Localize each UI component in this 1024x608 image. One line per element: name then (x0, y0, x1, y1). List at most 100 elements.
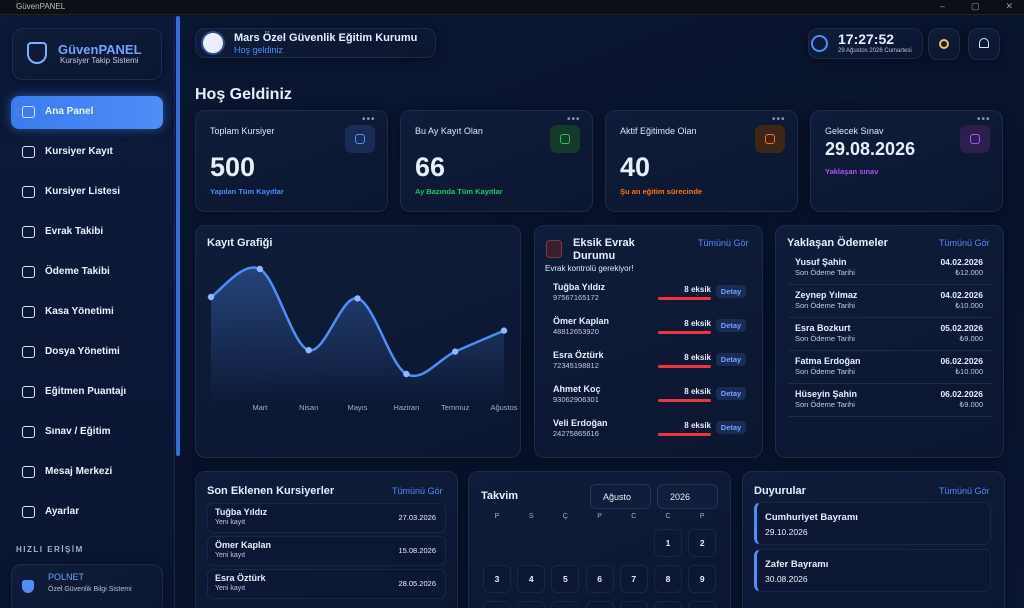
nav-item[interactable]: Evrak Takibi (45, 226, 104, 237)
payment-date: 04.02.2026 (940, 290, 983, 300)
point (256, 265, 264, 273)
payment-label: Son Ödeme Tarihi (795, 301, 855, 310)
payment-row (788, 320, 993, 351)
doc-button[interactable]: Detay (716, 421, 746, 434)
doc-id: 97567165172 (553, 293, 599, 302)
nav-item[interactable]: Sınav / Eğitim (45, 426, 111, 437)
month-select[interactable]: Ağusto (590, 484, 651, 509)
payment-label: Son Ödeme Tarihi (795, 367, 855, 376)
recent-row (207, 569, 446, 599)
nav-item[interactable]: Ana Panel (45, 106, 94, 117)
quick-title[interactable]: POLNET (48, 572, 85, 582)
day-cell[interactable]: 3 (483, 565, 511, 593)
stat-value: 40 (620, 152, 651, 182)
x-tick-label: Mart (252, 403, 268, 412)
nav-icon (22, 146, 35, 158)
nav-active-bg (11, 96, 163, 129)
stat-label: Gelecek Sınav (825, 126, 884, 136)
stat-icon (550, 125, 580, 153)
nav-item[interactable]: Kursiyer Kayıt (45, 146, 113, 157)
day-cell[interactable]: 14 (619, 601, 648, 608)
nav-icon (22, 186, 35, 198)
doc-name: Esra Öztürk (553, 350, 604, 360)
recent-link[interactable]: Tümünü Gör (392, 486, 443, 496)
day-cell[interactable]: 1 (654, 529, 682, 557)
greeting: Hoş geldiniz (234, 45, 284, 55)
doc-status: 8 eksik (684, 387, 711, 396)
stat-note: Şu an eğitim sürecinde (620, 187, 703, 196)
announcements-link[interactable]: Tümünü Gör (939, 486, 990, 496)
day-cell[interactable]: 13 (585, 601, 614, 608)
nav-item[interactable]: Ödeme Takibi (45, 266, 110, 277)
recent-name: Tuğba Yıldız (215, 507, 268, 517)
day-cell[interactable]: 6 (585, 565, 614, 593)
doc-bar (658, 331, 711, 334)
year-select[interactable]: 2026 (657, 484, 718, 509)
doc-button[interactable]: Detay (716, 387, 746, 400)
x-tick-label: Ağustos (490, 403, 517, 412)
window-title: GüvenPANEL (16, 2, 66, 11)
stat-menu: ••• (977, 114, 991, 125)
nav-item[interactable]: Mesaj Merkezi (45, 466, 113, 477)
nav-icon (22, 106, 35, 118)
doc-id: 24275865616 (553, 429, 599, 438)
stat-menu: ••• (772, 114, 786, 125)
brand-subtitle: Kursiyer Takip Sistemi (60, 56, 139, 65)
recent-name: Esra Öztürk (215, 573, 266, 583)
day-cell[interactable]: 5 (551, 565, 580, 593)
day-cell[interactable]: 7 (619, 565, 648, 593)
day-cell[interactable]: 9 (688, 565, 717, 593)
doc-status: 8 eksik (684, 285, 711, 294)
nav-icon (22, 226, 35, 238)
recent-note: Yeni kayıt (215, 552, 246, 559)
day-cell[interactable]: 15 (654, 601, 682, 608)
recent-date: 27.03.2026 (398, 513, 436, 522)
weekday: C (665, 513, 671, 520)
payment-amount: ₺10.000 (955, 301, 983, 310)
org-name: Mars Özel Güvenlik Eğitim Kurumu (234, 32, 418, 44)
payment-date: 06.02.2026 (940, 389, 983, 399)
nav-item[interactable]: Kursiyer Listesi (45, 186, 121, 197)
nav-item[interactable]: Ayarlar (45, 506, 80, 517)
chart-title: Kayıt Grafiği (207, 237, 273, 249)
weekday: C (631, 513, 637, 520)
x-tick-label: Temmuz (441, 403, 470, 412)
window-controls[interactable]: –▢✕ (940, 1, 1013, 11)
doc-name: Veli Erdoğan (553, 418, 608, 428)
nav-icon (22, 426, 35, 438)
stat-icon (345, 125, 375, 153)
day-cell[interactable]: 11 (517, 601, 546, 608)
missing-link[interactable]: Tümünü Gör (698, 238, 749, 248)
page-title: Hoş Geldiniz (195, 86, 292, 103)
nav-item[interactable]: Eğitmen Puantajı (45, 386, 127, 397)
nav-item[interactable]: Dosya Yönetimi (45, 346, 120, 357)
nav-icon (22, 306, 35, 318)
stat-label: Toplam Kursiyer (210, 126, 275, 136)
scrollbar[interactable] (176, 16, 180, 456)
day-cell[interactable]: 8 (654, 565, 682, 593)
stat-icon-glyph (355, 134, 365, 144)
point (305, 347, 312, 354)
brand-name: GüvenPANEL (58, 42, 142, 57)
doc-bar (658, 433, 711, 436)
payment-name: Esra Bozkurt (795, 323, 851, 333)
bell-icon (979, 38, 989, 48)
doc-button[interactable]: Detay (716, 285, 746, 298)
day-cell[interactable]: 10 (483, 601, 511, 608)
stat-label: Bu Ay Kayıt Olan (415, 126, 483, 136)
day-cell[interactable]: 2 (688, 529, 717, 557)
day-cell[interactable]: 16 (688, 601, 717, 608)
day-cell[interactable]: 12 (551, 601, 580, 608)
stat-menu: ••• (362, 114, 376, 125)
doc-button[interactable]: Detay (716, 319, 746, 332)
quick-card (11, 564, 163, 608)
payments-link[interactable]: Tümünü Gör (939, 238, 990, 248)
nav-item[interactable]: Kasa Yönetimi (45, 306, 114, 317)
recent-row (207, 503, 446, 533)
doc-status: 8 eksik (684, 319, 711, 328)
recent-row (207, 536, 446, 566)
day-cell[interactable]: 4 (517, 565, 546, 593)
doc-button[interactable]: Detay (716, 353, 746, 366)
announcement-item (754, 549, 991, 592)
announcement-date: 29.10.2026 (765, 527, 808, 537)
